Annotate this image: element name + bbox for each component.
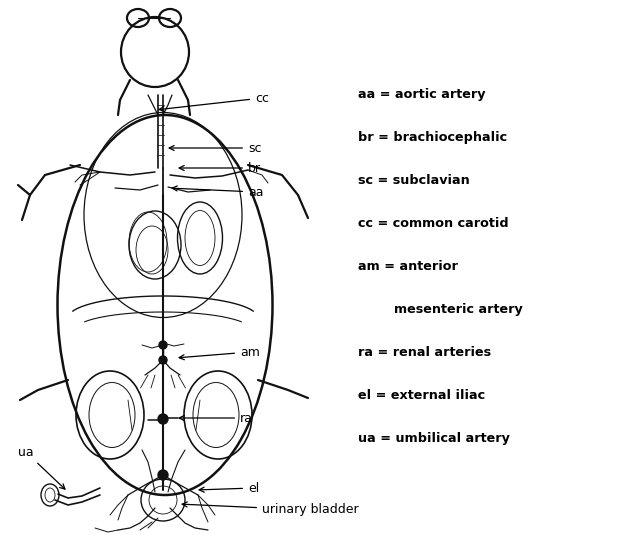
Text: urinary bladder: urinary bladder <box>182 502 358 516</box>
Text: am: am <box>179 346 260 360</box>
Text: am = anterior: am = anterior <box>358 260 458 273</box>
Text: aa = aortic artery: aa = aortic artery <box>358 88 486 101</box>
Text: mesenteric artery: mesenteric artery <box>358 303 523 316</box>
Text: sc = subclavian: sc = subclavian <box>358 174 470 187</box>
Text: ua = umbilical artery: ua = umbilical artery <box>358 432 510 445</box>
Text: ua: ua <box>18 446 65 489</box>
Text: cc = common carotid: cc = common carotid <box>358 217 508 230</box>
Circle shape <box>158 470 168 480</box>
Text: aa: aa <box>172 186 263 198</box>
Text: br = brachiocephalic: br = brachiocephalic <box>358 131 507 144</box>
Circle shape <box>158 414 168 424</box>
Text: sc: sc <box>169 141 262 155</box>
Text: ra = renal arteries: ra = renal arteries <box>358 346 491 359</box>
Circle shape <box>159 341 167 349</box>
Text: cc: cc <box>159 91 269 111</box>
Text: el: el <box>199 482 259 494</box>
Text: el = external iliac: el = external iliac <box>358 389 485 402</box>
Text: br: br <box>179 162 261 174</box>
Circle shape <box>159 356 167 364</box>
Text: ra: ra <box>179 411 253 424</box>
